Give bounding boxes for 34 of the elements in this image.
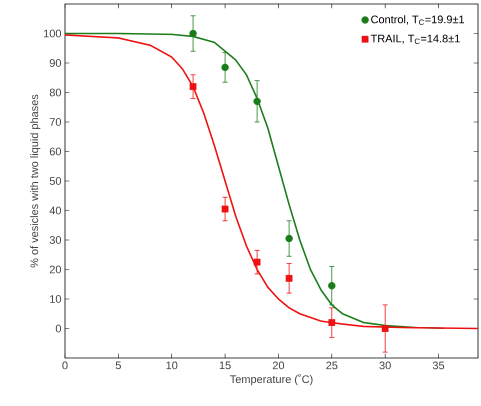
x-axis-title: Temperature (˚C) bbox=[230, 374, 313, 386]
point bbox=[253, 98, 261, 106]
legend-label: TRAIL, T$_{C}$=14.8±1 bbox=[370, 34, 460, 44]
point bbox=[254, 258, 260, 266]
legend-label: Control, T$_{C}$=19.9±1 bbox=[371, 15, 464, 25]
x-tick-label: 35 bbox=[432, 362, 444, 370]
point bbox=[189, 30, 197, 38]
point bbox=[328, 319, 336, 326]
y-tick-label: 50 bbox=[50, 177, 62, 185]
x-tick-label: 15 bbox=[220, 362, 231, 370]
y-tick-label: 60 bbox=[50, 148, 62, 156]
point bbox=[285, 234, 293, 242]
y-tick-label: 80 bbox=[50, 88, 62, 96]
point bbox=[222, 206, 228, 212]
point bbox=[221, 64, 229, 72]
y-tick-label: 70 bbox=[50, 118, 62, 126]
point bbox=[382, 325, 389, 332]
y-tick-label: 90 bbox=[50, 59, 62, 67]
x-tick-label: 20 bbox=[272, 362, 284, 370]
x-tick-label: 30 bbox=[379, 362, 391, 370]
y-tick-label: 30 bbox=[50, 236, 62, 244]
point bbox=[190, 83, 196, 90]
x-tick-label: 0 bbox=[62, 362, 68, 370]
y-axis-title: % of vesicles with two liquid phases bbox=[30, 94, 40, 268]
x-tick-label: 10 bbox=[166, 362, 178, 370]
y-tick-label: 0 bbox=[56, 324, 62, 332]
y-tick-label: 20 bbox=[50, 266, 62, 274]
y-tick-label: 10 bbox=[50, 295, 62, 303]
x-tick-label: 5 bbox=[116, 362, 121, 370]
y-tick-label: 100 bbox=[44, 30, 62, 38]
x-tick-label: 25 bbox=[326, 362, 338, 370]
point bbox=[328, 282, 336, 290]
point bbox=[286, 274, 292, 282]
y-tick-label: 40 bbox=[50, 206, 62, 214]
